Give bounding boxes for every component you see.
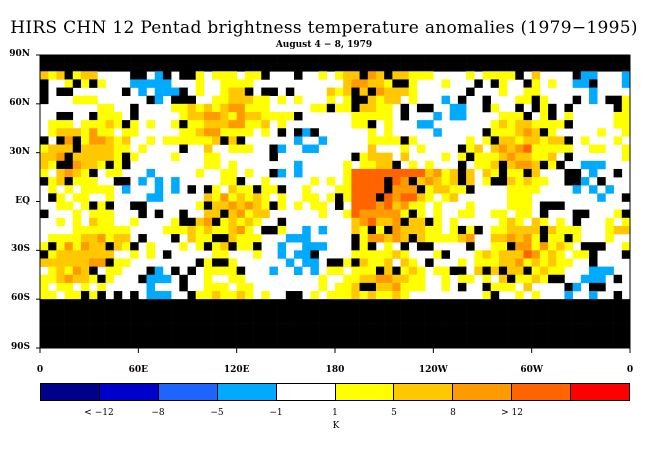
colorbar-swatch	[217, 384, 277, 400]
colorbar-label: −8	[151, 408, 165, 418]
x-tick-label: 0	[626, 365, 634, 375]
x-tick-label: 60W	[520, 365, 543, 375]
y-tick-label: 30S	[10, 244, 30, 255]
y-tick-label: 30N	[9, 146, 30, 157]
colorbar-label: −1	[269, 408, 283, 418]
colorbar-swatch	[571, 384, 630, 400]
x-tick-label: 180	[325, 365, 345, 375]
colorbar-unit: K	[332, 421, 340, 431]
colorbar-swatch	[158, 384, 218, 400]
colorbar-swatch	[453, 384, 513, 400]
colorbar-swatch	[276, 384, 336, 400]
colorbar-label: 8	[450, 408, 456, 418]
colorbar-label: < −12	[84, 408, 114, 418]
y-tick-label: 90S	[10, 342, 30, 352]
x-tick-label: 0	[36, 365, 44, 375]
y-tick-label: 60S	[10, 293, 30, 304]
colorbar-swatch	[512, 384, 572, 400]
colorbar-label: −5	[210, 408, 224, 418]
colorbar-swatch	[394, 384, 454, 400]
x-tick-label: 120E	[223, 365, 250, 375]
colorbar-label: 5	[391, 408, 397, 418]
colorbar-label: 1	[332, 408, 338, 418]
colorbar	[40, 383, 630, 401]
colorbar-swatch	[335, 384, 395, 400]
y-tick-label: 60N	[9, 97, 30, 108]
y-tick-label: 90N	[9, 49, 30, 59]
colorbar-label: > 12	[501, 408, 523, 418]
x-tick-label: 60E	[128, 365, 149, 375]
colorbar-swatch	[99, 384, 159, 400]
chart-title: HIRS CHN 12 Pentad brightness temperatur…	[10, 18, 638, 38]
colorbar-swatch	[41, 384, 100, 400]
chart-subtitle: August 4 − 8, 1979	[275, 40, 373, 50]
anomaly-cells	[40, 55, 631, 349]
y-tick-label: EQ	[15, 195, 30, 206]
x-tick-label: 120W	[418, 365, 448, 375]
